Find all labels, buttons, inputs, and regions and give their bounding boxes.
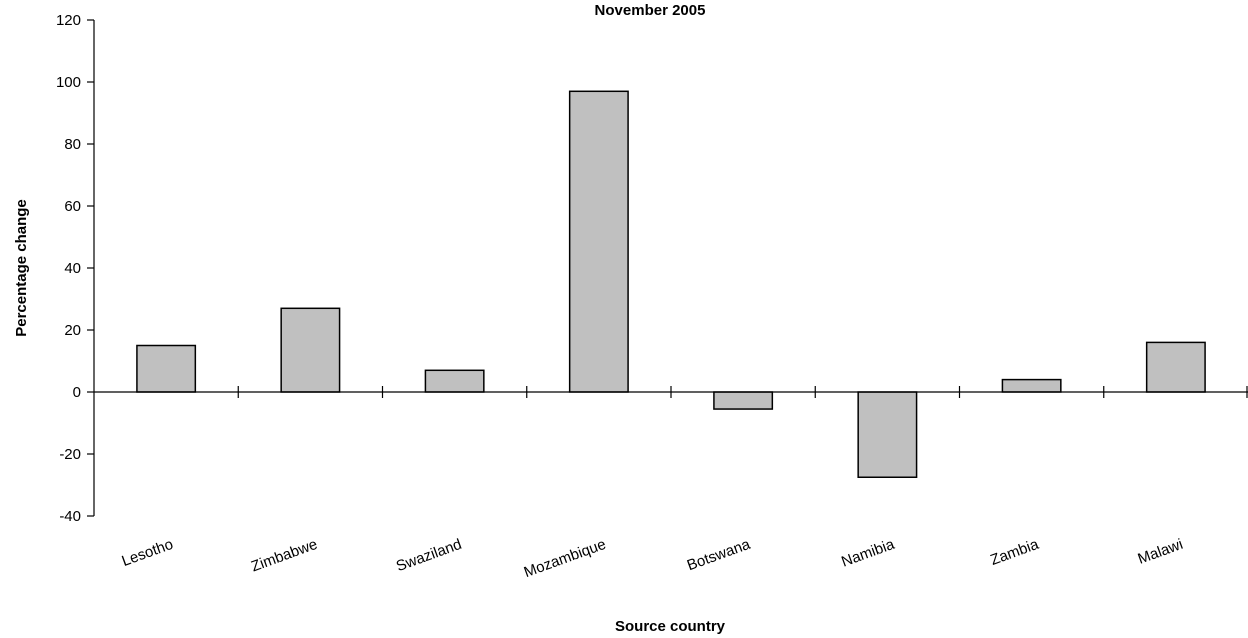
- y-tick-label: 80: [64, 136, 81, 153]
- y-tick-label: 0: [73, 384, 81, 401]
- x-category-label: Zambia: [988, 536, 1041, 569]
- x-category-label: Zimbabwe: [249, 536, 320, 576]
- y-tick-label: -20: [59, 446, 81, 463]
- bars: [136, 90, 1206, 478]
- y-tick-label: 40: [64, 260, 81, 277]
- x-category-label: Botswana: [685, 536, 753, 575]
- y-tick-label: 60: [64, 198, 81, 215]
- x-category-label: Namibia: [839, 536, 897, 571]
- bar-mozambique: [568, 90, 629, 393]
- bar-botswana: [713, 391, 774, 410]
- chart-title: November 2005: [595, 2, 706, 19]
- x-axis-title: Source country: [615, 618, 726, 635]
- x-category-label: Mozambique: [522, 536, 609, 581]
- category-labels: Lesotho Zimbabwe Swaziland Mozambique Botswa…: [120, 536, 1186, 582]
- x-axis: [94, 386, 1248, 398]
- bar-zambia: [1001, 378, 1062, 393]
- y-tick-label: 120: [56, 12, 81, 29]
- bar-lesotho: [136, 344, 197, 393]
- x-category-label: Lesotho: [120, 536, 176, 570]
- bar-malawi: [1145, 341, 1206, 393]
- y-axis-title: Percentage change: [13, 199, 30, 337]
- bar-swaziland: [424, 369, 485, 393]
- bar-namibia: [857, 391, 918, 478]
- x-category-label: Swaziland: [394, 536, 464, 575]
- x-category-label: Malawi: [1136, 536, 1186, 568]
- y-axis: 120 100 80 60 40 20 0 -20 -40: [56, 12, 95, 525]
- y-tick-label: 100: [56, 74, 81, 91]
- y-tick-label: 20: [64, 322, 81, 339]
- bar-zimbabwe: [280, 307, 341, 393]
- y-tick-label: -40: [59, 508, 81, 525]
